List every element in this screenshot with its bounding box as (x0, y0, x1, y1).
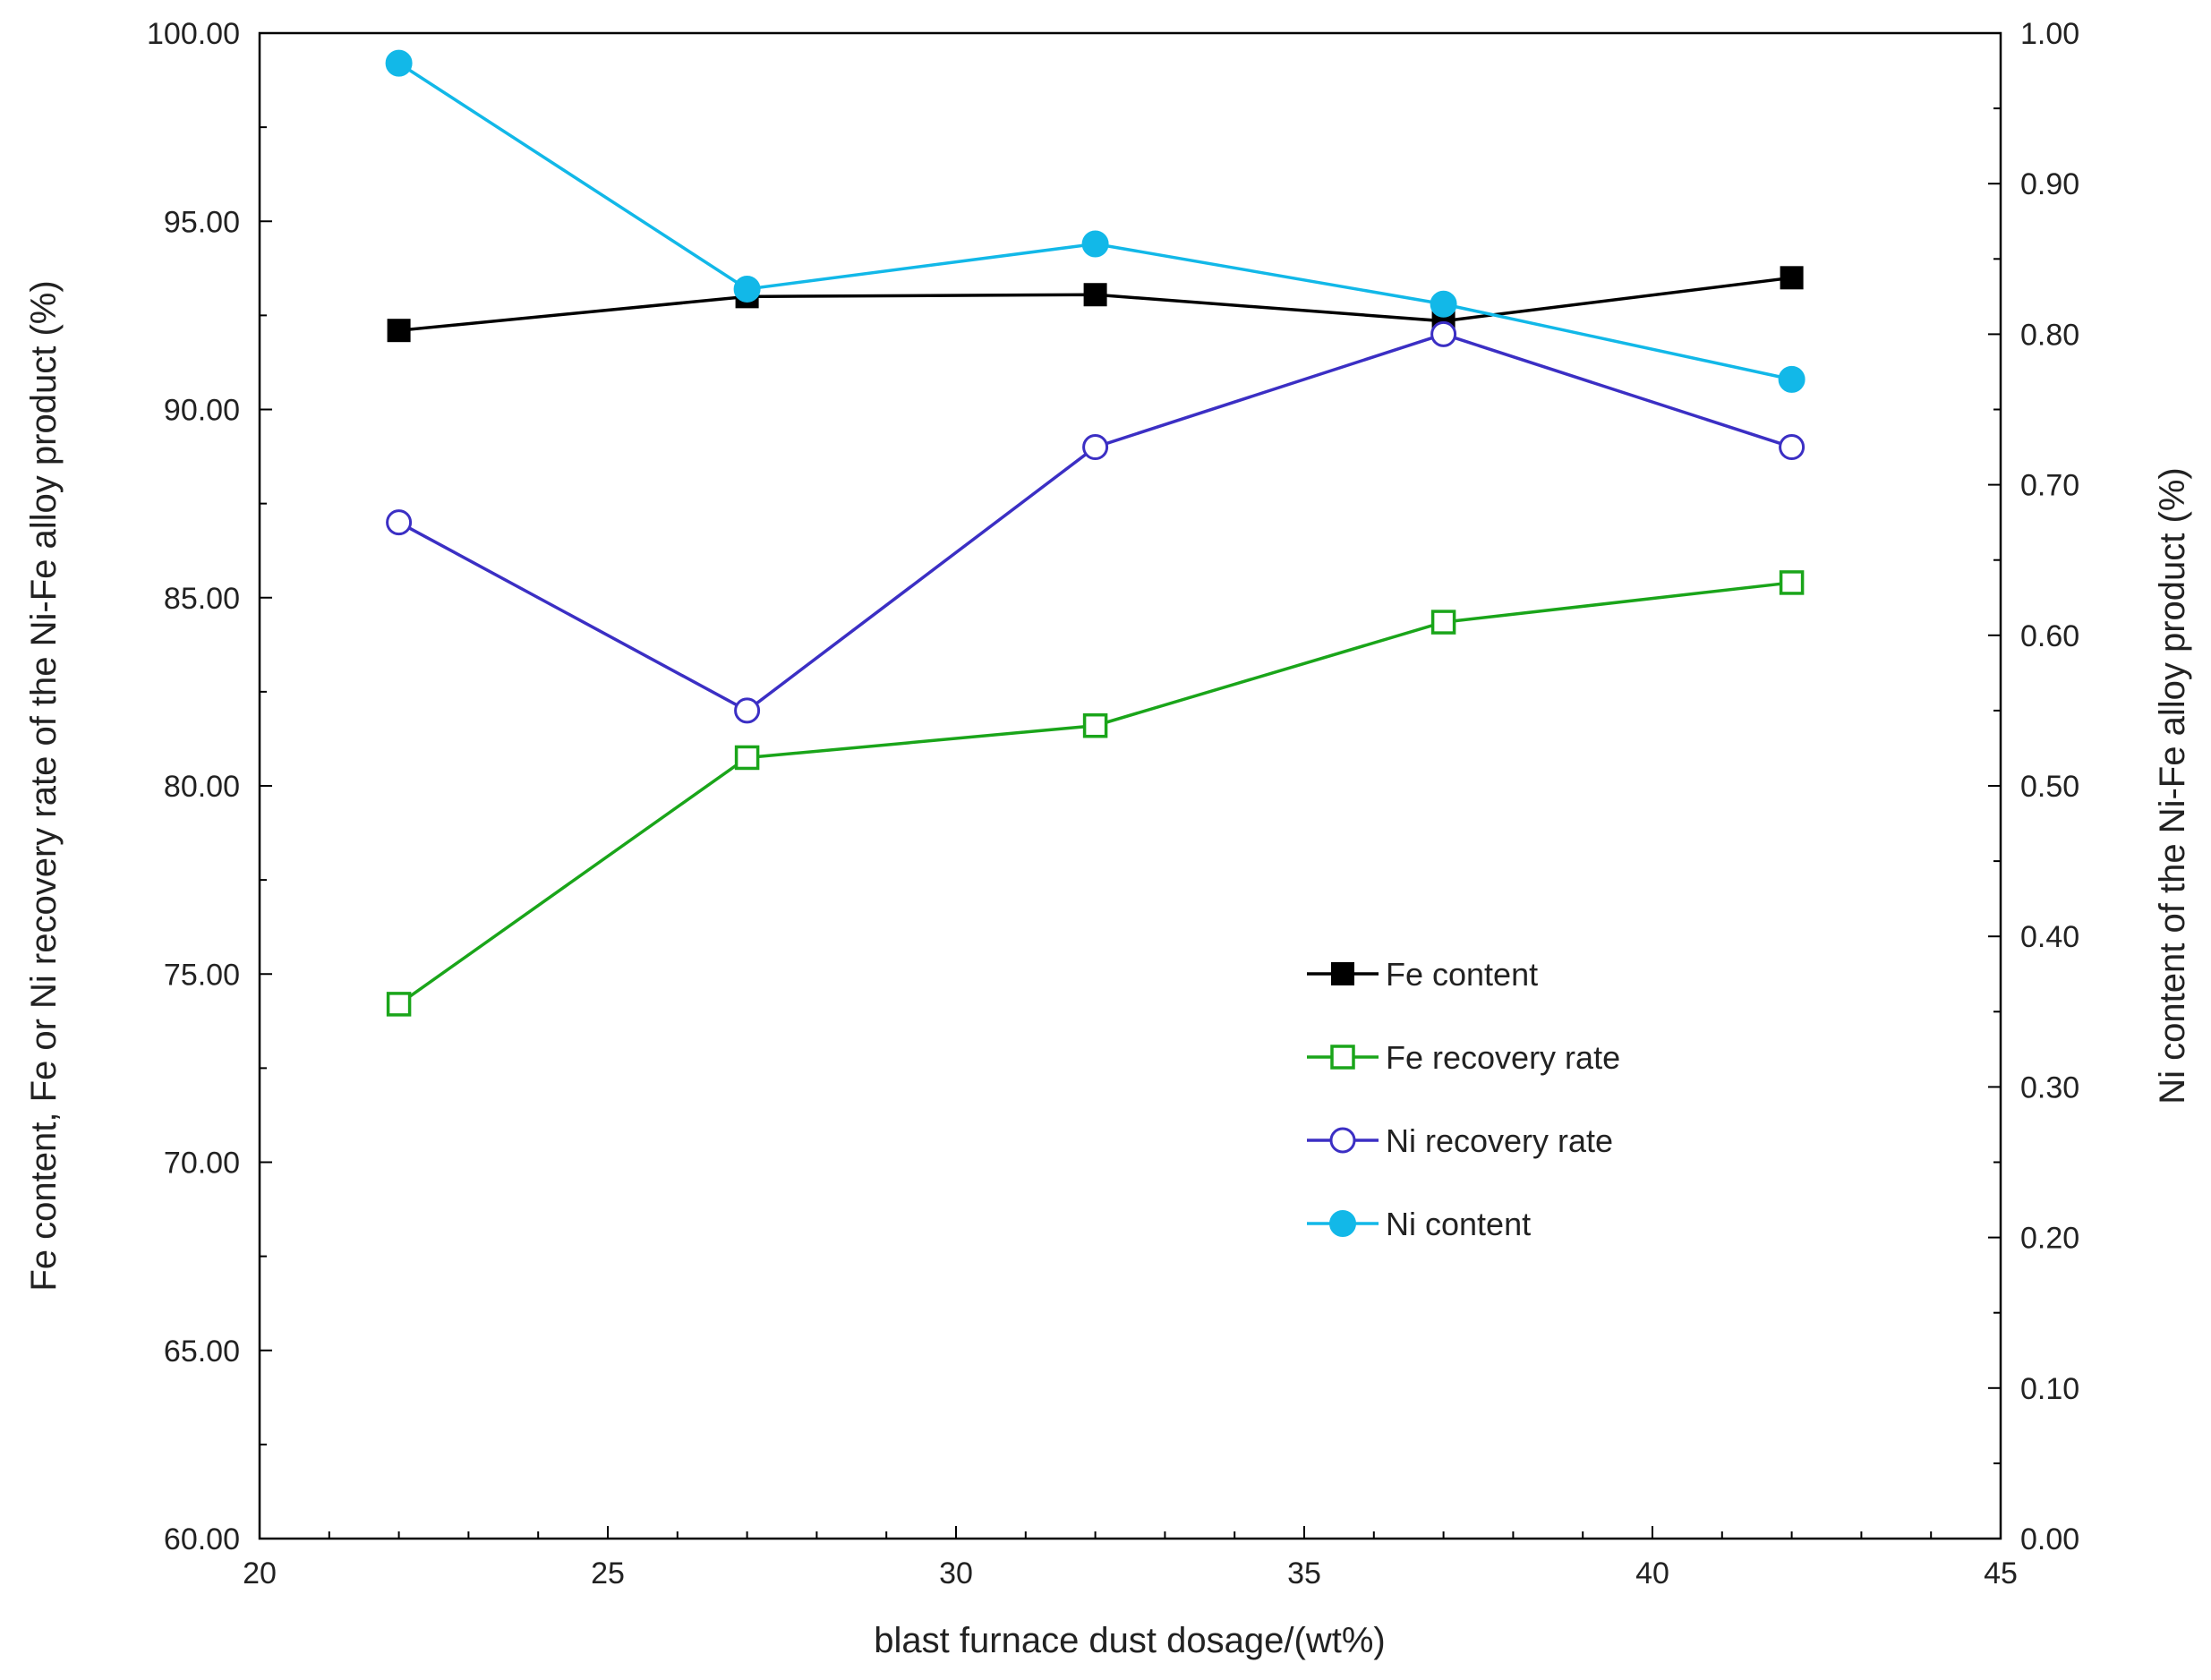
left-tick-label: 100.00 (147, 17, 240, 51)
data-point (1778, 365, 1806, 393)
right-axis-tick-labels: 0.00 0.10 0.20 0.30 0.40 0.50 0.60 0.70 0.80 0.90… (2020, 17, 2079, 1556)
legend-item: Fe recovery rate (1307, 1039, 1620, 1076)
x-axis-title: blast furnace dust dosage/(wt%) (874, 1621, 1385, 1660)
data-point (385, 49, 413, 77)
plot-area (258, 31, 2002, 1540)
legend-label: Fe recovery rate (1386, 1039, 1620, 1076)
data-point (1780, 266, 1804, 290)
left-tick-label: 75.00 (164, 958, 240, 992)
data-point (387, 319, 411, 343)
x-tick-label: 35 (1287, 1556, 1321, 1590)
legend-marker (1330, 1045, 1355, 1070)
legend-label: Ni content (1386, 1206, 1531, 1242)
axis-ticks (259, 32, 2002, 1539)
right-tick-label: 0.80 (2020, 318, 2079, 352)
left-tick-label: 60.00 (164, 1522, 240, 1556)
data-point (386, 509, 413, 536)
data-point (1430, 610, 1456, 635)
data-point (734, 745, 760, 771)
x-tick-label: 40 (1635, 1556, 1669, 1590)
left-axis-tick-labels: 60.00 65.00 70.00 75.00 80.00 85.00 90.00 95.00… (147, 17, 240, 1556)
legend: Fe content Fe recovery rate Ni recovery ra… (1307, 956, 1620, 1242)
data-point (1430, 290, 1457, 318)
x-tick-label: 20 (243, 1556, 277, 1590)
right-tick-label: 0.00 (2020, 1522, 2079, 1556)
right-tick-label: 0.70 (2020, 469, 2079, 503)
right-tick-label: 1.00 (2020, 17, 2079, 51)
legend-item: Fe content (1307, 956, 1538, 993)
data-point (1430, 320, 1457, 347)
x-axis-tick-labels: 20 25 30 35 40 45 (243, 1556, 2018, 1590)
legend-label: Fe content (1386, 956, 1538, 993)
legend-marker (1329, 1210, 1356, 1237)
right-tick-label: 0.50 (2020, 770, 2079, 804)
data-point (734, 697, 761, 724)
right-tick-label: 0.90 (2020, 167, 2079, 201)
right-tick-label: 0.30 (2020, 1070, 2079, 1104)
series-ni-recovery-rate (386, 320, 1806, 724)
data-point (733, 275, 761, 303)
right-axis-title: Ni content of the Ni-Fe alloy product (%… (2153, 467, 2192, 1104)
right-tick-label: 0.60 (2020, 619, 2079, 653)
data-point (1082, 712, 1108, 738)
data-point (1779, 434, 1806, 461)
data-point (1082, 434, 1109, 461)
data-point (1083, 283, 1107, 307)
left-tick-label: 80.00 (164, 770, 240, 804)
legend-label: Ni recovery rate (1386, 1122, 1613, 1159)
right-tick-label: 0.40 (2020, 920, 2079, 954)
right-tick-label: 0.20 (2020, 1222, 2079, 1256)
left-tick-label: 85.00 (164, 582, 240, 616)
x-tick-label: 25 (591, 1556, 625, 1590)
x-tick-label: 30 (939, 1556, 973, 1590)
data-point (1779, 570, 1805, 595)
series-fe-content (387, 266, 1804, 343)
left-axis-title: Fe content, Fe or Ni recovery rate of th… (24, 280, 64, 1291)
data-point (1081, 230, 1109, 258)
x-tick-label: 45 (1984, 1556, 2018, 1590)
series-layer (385, 49, 1806, 1017)
left-tick-label: 65.00 (164, 1335, 240, 1369)
series-fe-recovery-rate (386, 570, 1805, 1017)
legend-item: Ni recovery rate (1307, 1122, 1613, 1159)
left-tick-label: 70.00 (164, 1147, 240, 1181)
legend-marker (1329, 1127, 1356, 1154)
right-tick-label: 0.10 (2020, 1372, 2079, 1406)
left-tick-label: 90.00 (164, 394, 240, 428)
legend-item: Ni content (1307, 1206, 1531, 1242)
series-ni-content (385, 49, 1806, 393)
legend-marker (1331, 962, 1354, 985)
data-point (386, 992, 412, 1017)
left-tick-label: 95.00 (164, 205, 240, 239)
